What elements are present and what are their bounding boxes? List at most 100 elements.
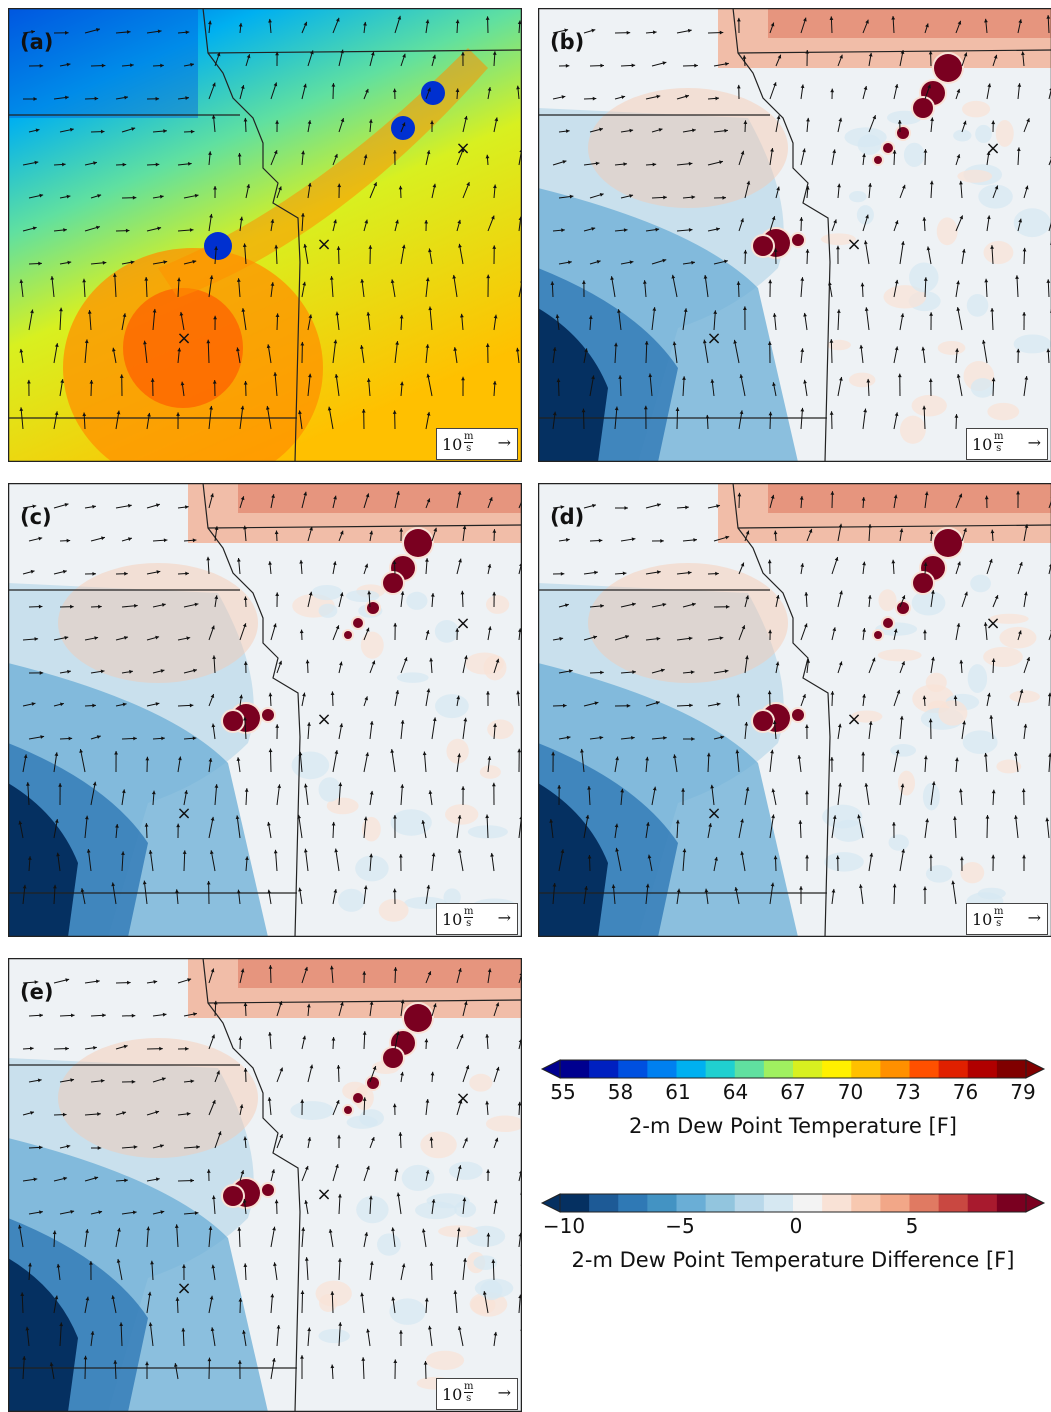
field-patch [469,1074,492,1092]
field-patch [967,294,989,317]
station-marker: × [985,138,1000,159]
positive-region [238,958,522,988]
colorbar-tick-label: 67 [780,1080,805,1104]
field-patch [878,589,896,611]
field-patch [290,1101,334,1120]
colorbar-segment [822,1060,852,1078]
field-patch [361,632,384,659]
storm-cell [753,236,773,256]
field-patch [446,739,468,764]
panel-label: (e) [20,980,53,1004]
field-patch [960,862,984,883]
storm-cell [223,711,243,731]
station-marker: × [316,1184,331,1205]
scale-number: 10 [972,910,992,929]
storm-cell [874,631,882,639]
positive-region [588,88,788,208]
station-marker: × [455,138,470,159]
field-patch [937,217,958,245]
storm-cell [404,1004,432,1032]
colorbar-tick-label: 64 [723,1080,748,1104]
field-patch [878,649,922,661]
scale-number: 10 [442,435,462,454]
storm-cell [223,1186,243,1206]
scale-arrow-icon: → [498,908,511,927]
field-patch [844,127,886,147]
positive-region [238,483,522,513]
colorbar-segment [589,1060,619,1078]
colorbar-tick-label: 76 [953,1080,978,1104]
storm-cell [367,1077,379,1089]
field-patch [970,575,991,593]
field-patch [377,1233,401,1255]
panel-label: (a) [20,30,53,54]
field-patch [402,1165,435,1191]
colorbar-tick-label: 5 [906,1214,919,1238]
colorbar-extend-high [1026,1194,1044,1212]
storm-cell [383,573,403,593]
field-patch [415,1201,457,1219]
field-patch [435,694,469,718]
field-patch [318,1329,350,1343]
panel-label: (c) [20,505,52,529]
positive-region [768,8,1051,38]
storm-cell [792,234,804,246]
field-patch [824,852,864,872]
colorbar-segment [997,1194,1027,1212]
positive-region [58,1038,258,1158]
field-patch [957,170,992,183]
scale-number: 10 [442,910,462,929]
panel-label: (b) [550,30,584,54]
field-patch [406,592,427,610]
storm-cell [353,1093,363,1103]
field-patch [379,899,409,922]
field-patch [978,888,1006,900]
field-patch [898,771,915,796]
colorbar-segment [764,1060,794,1078]
storm-cell [883,143,893,153]
field-patch [486,595,509,614]
field-patch [319,1294,337,1312]
storm-cell [367,602,379,614]
station-marker: × [316,234,331,255]
colorbar-segment [706,1194,736,1212]
field-patch [391,809,432,836]
colorbar-extend-high [1026,1060,1044,1078]
storm-cell [204,232,232,260]
field-patch [426,1351,464,1370]
colorbar-segment [677,1060,707,1078]
storm-cell [753,711,773,731]
colorbar-segment [910,1194,940,1212]
field-patch [420,1132,456,1159]
scale-number: 10 [442,1385,462,1404]
field-patch [480,765,501,778]
wind-vector [270,749,271,772]
field-patch [312,585,343,600]
field-patch [355,855,388,881]
colorbar-segment [939,1194,969,1212]
panel-label: (d) [550,505,584,529]
field-patch [938,341,966,355]
station-marker: × [176,328,191,349]
station-marker: × [455,613,470,634]
colorbar-extend-low [542,1194,560,1212]
dewpoint-colorbar-strip [540,1058,1046,1080]
field-patch [890,744,916,757]
field-patch [987,403,1019,420]
dewpoint-colorbar-title: 2-m Dew Point Temperature [F] [540,1114,1046,1138]
storm-cell [883,618,893,628]
station-marker: × [846,709,861,730]
colorbar-segment [880,1194,910,1212]
station-marker: × [316,709,331,730]
field-patch [912,591,946,616]
